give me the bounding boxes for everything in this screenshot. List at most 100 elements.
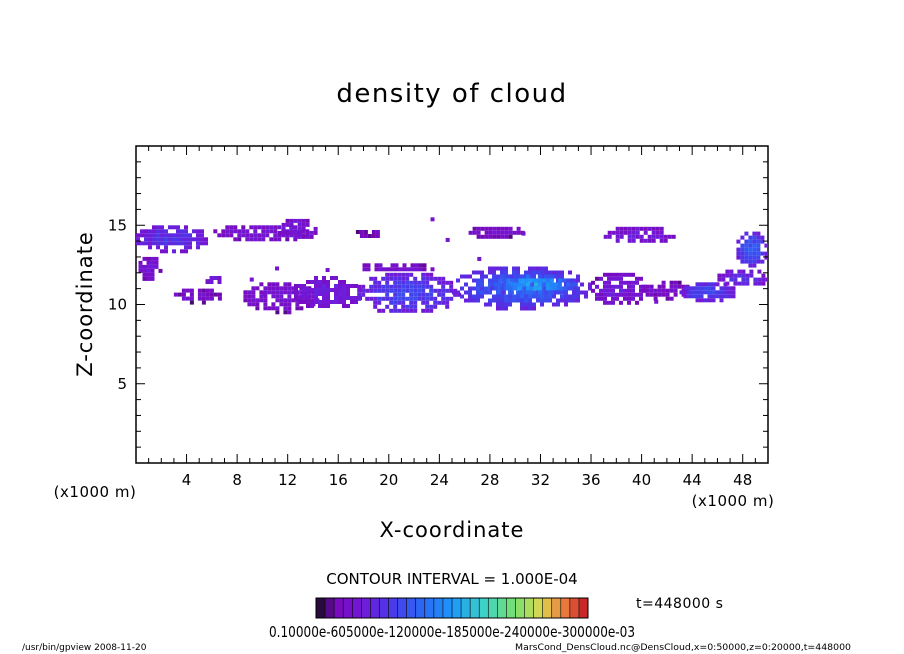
density-cell [385, 296, 390, 301]
density-cell [521, 278, 526, 283]
density-cell [281, 226, 286, 231]
colorbar-swatch [442, 598, 452, 618]
density-cell [385, 276, 390, 281]
density-cell [381, 296, 386, 301]
density-cell [761, 281, 766, 286]
density-cell [457, 292, 462, 297]
density-cell [417, 284, 422, 289]
density-cell [287, 286, 292, 291]
density-cell [152, 233, 156, 238]
density-cell [509, 286, 514, 291]
density-cell [584, 290, 588, 295]
density-cell [727, 294, 732, 299]
density-cell [365, 288, 370, 293]
density-cell [699, 286, 704, 291]
density-cell [425, 292, 430, 297]
density-cell [635, 276, 639, 281]
colorbar-swatch [379, 598, 389, 618]
density-cell [297, 218, 302, 223]
density-cell [283, 310, 288, 315]
density-cell [397, 308, 402, 313]
density-cell [397, 280, 402, 285]
density-cell [422, 267, 427, 272]
density-cell [492, 270, 496, 275]
density-cell [540, 302, 544, 307]
density-cell [733, 281, 738, 286]
density-cell [306, 296, 310, 300]
density-cell [512, 230, 517, 235]
density-cell [445, 304, 450, 309]
density-cell [500, 274, 504, 279]
density-cell [740, 247, 745, 252]
density-cell [492, 274, 496, 279]
density-cell [501, 278, 506, 283]
density-cell [496, 226, 501, 231]
density-cell [176, 225, 180, 230]
density-cell [564, 294, 568, 299]
density-cell [761, 273, 766, 278]
density-cell [645, 292, 650, 297]
density-cell [553, 274, 558, 279]
density-cell [468, 274, 472, 279]
density-cell [350, 284, 354, 288]
density-cell [472, 270, 476, 275]
density-cell [267, 286, 272, 291]
density-cell [603, 284, 607, 289]
density-cell [472, 286, 476, 291]
density-cell [262, 291, 267, 296]
density-cell [488, 230, 493, 235]
density-cell [200, 241, 204, 246]
density-cell [544, 266, 548, 271]
density-cell [588, 282, 592, 287]
density-cell [247, 294, 252, 299]
density-cell [560, 270, 564, 275]
density-cell [281, 230, 286, 235]
density-cell [520, 302, 524, 307]
density-cell [549, 286, 554, 291]
density-cell [623, 272, 627, 277]
density-cell [156, 233, 160, 238]
density-cell [476, 282, 480, 287]
density-cell [164, 245, 168, 250]
density-cell [401, 296, 406, 301]
density-cell [192, 237, 196, 242]
density-cell [338, 284, 342, 288]
density-cell [553, 286, 558, 291]
density-cell [310, 300, 314, 304]
density-cell [421, 272, 426, 277]
colorbar-swatch [361, 598, 371, 618]
density-cell [525, 282, 530, 287]
density-cell [326, 296, 330, 300]
density-cell [367, 234, 372, 238]
density-cell [669, 296, 674, 301]
y-axis-label: Z-coordinate [73, 231, 97, 377]
density-cell [731, 286, 736, 291]
density-cell [172, 249, 176, 254]
density-cell [611, 230, 616, 235]
density-cell [745, 277, 750, 282]
density-cell [517, 282, 522, 287]
density-cell [209, 288, 214, 293]
density-cell [275, 266, 280, 271]
density-cell [213, 276, 218, 280]
density-cell [504, 298, 508, 303]
density-cell [445, 288, 450, 293]
density-cell [156, 237, 160, 242]
density-cell [677, 284, 682, 289]
density-cell [540, 286, 544, 291]
density-cell [429, 296, 434, 301]
density-cell [595, 296, 599, 301]
density-cell [253, 237, 258, 242]
density-cell [346, 292, 350, 296]
density-cell [752, 247, 757, 252]
density-cell [437, 300, 442, 305]
density-cell [488, 278, 492, 283]
density-cell [532, 274, 536, 279]
density-cell [691, 294, 696, 299]
density-cell [318, 280, 322, 284]
density-cell [418, 263, 423, 268]
density-cell [723, 290, 728, 295]
density-cell [568, 270, 572, 275]
density-cell [291, 286, 296, 291]
density-cell [516, 226, 521, 231]
